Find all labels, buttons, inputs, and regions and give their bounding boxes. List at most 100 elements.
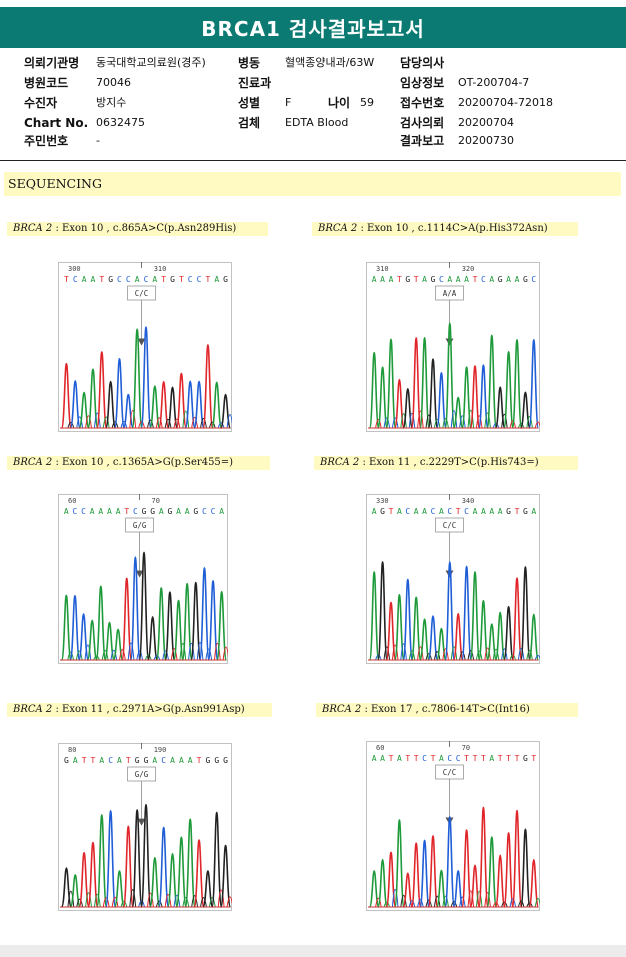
base-call: A [99,756,104,765]
noise-peak [67,421,75,429]
trace-peak [166,386,179,429]
noise-peak [76,898,84,908]
noise-peak [408,412,416,429]
base-call: A [64,507,69,516]
trace-peak [377,858,389,908]
base-call: T [389,507,394,516]
department-label: 진료과 [238,76,272,90]
doctor-label: 담당의사 [400,56,445,70]
base-call: A [170,756,175,765]
trace-peak [158,826,170,908]
noise-peak [492,423,500,429]
base-call: C [464,507,469,516]
trace-peak [419,839,431,908]
trace-peak [486,836,498,908]
noise-peak [67,651,74,661]
base-call: G [170,275,175,284]
base-call: G [523,275,528,284]
noise-peak [111,421,119,429]
trace-peak [131,809,143,908]
noise-peak [85,415,92,429]
base-call: T [82,756,87,765]
base-call: A [531,507,536,516]
base-call: C [108,756,113,765]
noise-peak [425,653,433,661]
base-call: A [498,507,503,516]
noise-peak [188,642,195,661]
base-call: T [161,275,166,284]
noise-peak [425,414,433,429]
trace-peak [402,872,414,908]
noise-peak [475,890,483,908]
base-call: A [439,754,444,763]
base-call: G [214,756,219,765]
trace-peak [469,365,481,429]
age-label: 나이 [328,96,351,110]
noise-peak [501,413,508,429]
base-call: A [219,507,224,516]
trace-peak [503,350,515,429]
trace-peak [113,357,126,429]
base-call: A [380,275,385,284]
noise-peak [200,897,207,908]
base-call: C [73,507,78,516]
gene-name: BRCA 2 [322,704,362,715]
genotype-label: A/A [443,289,457,298]
base-call: T [179,275,184,284]
noise-peak [400,643,407,661]
noise-peak [164,418,172,429]
trace-peak [393,819,405,908]
trace-peak [164,591,176,661]
base-call: T [124,507,129,516]
trace-peak [519,566,531,661]
noise-peak [93,893,101,908]
noise-peak [75,650,83,661]
base-call: T [91,756,96,765]
gene-name: BRCA 2 [13,457,53,468]
noise-peak [67,890,75,908]
noise-peak [191,895,199,908]
noise-peak [467,409,475,429]
noise-peak [147,892,154,908]
base-call: A [82,275,87,284]
noise-peak [417,646,424,661]
trace-peak [402,578,414,661]
base-call: T [397,275,402,284]
trace-peak [211,811,223,908]
base-call: C [431,507,436,516]
chromatogram-plot: 60 70A C C A A A A T C G G A G A A G C C AG/G [58,494,228,664]
trace-peak [113,870,126,908]
noise-peak [217,889,225,908]
noise-peak [526,415,533,429]
base-call: A [117,756,122,765]
trace-peak [69,595,81,661]
variant-text: : Exon 10 , c.1365A>G(p.Ser455=) [52,457,234,468]
noise-peak [200,417,207,429]
trace-peak [486,334,498,429]
sequencing-header: SEQUENCING [4,172,621,196]
noise-peak [120,900,128,908]
noise-peak [492,648,500,661]
base-call: A [414,507,419,516]
base-call: G [108,275,113,284]
trace-peak [444,816,456,908]
position-label: 60 [376,744,384,752]
resident-no-value: - [96,134,100,147]
hospital-code-value: 70046 [96,76,131,89]
sex-value: F [285,96,292,109]
noise-peak [147,419,154,429]
base-call: T [473,754,478,763]
base-call: A [372,275,377,284]
trace-peak [377,366,389,429]
base-call: C [81,507,86,516]
noise-peak [425,899,433,908]
base-call: T [515,754,520,763]
base-call: G [380,507,385,516]
base-call: C [133,507,138,516]
ward-label: 병동 [238,56,261,70]
trace-peak [410,596,422,661]
noise-peak [129,888,137,908]
noise-peak [475,650,483,661]
base-call: A [380,754,385,763]
base-call: C [197,275,202,284]
